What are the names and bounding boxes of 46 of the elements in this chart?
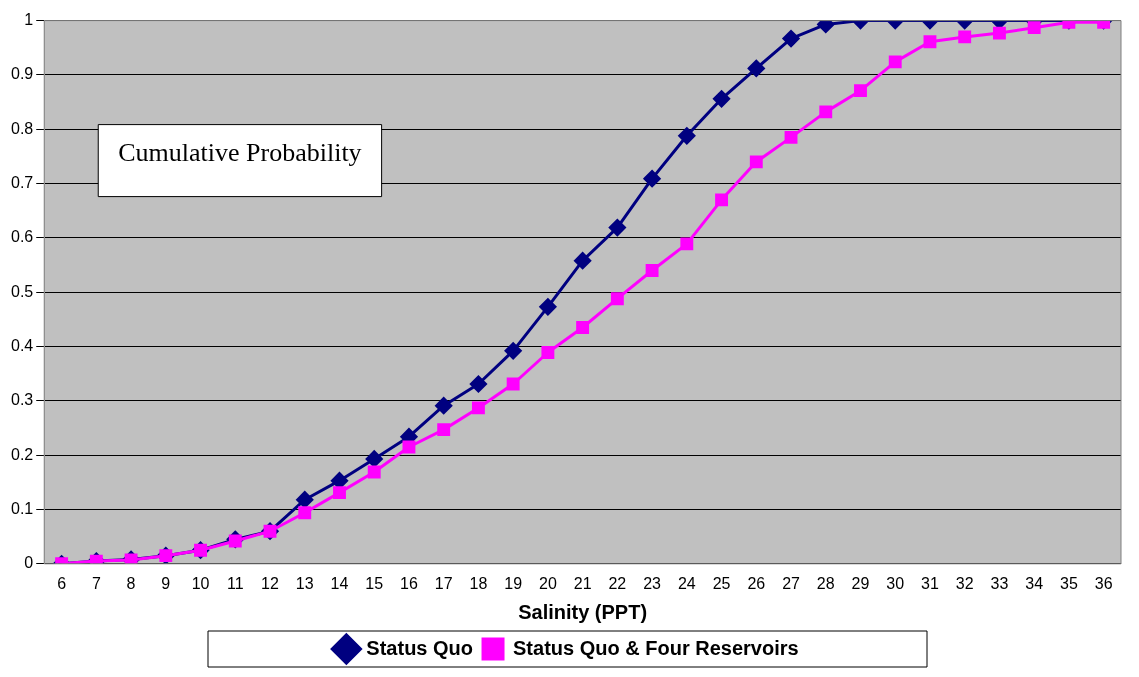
x-tick-label: 23 [643, 574, 662, 592]
x-tick-label: 16 [400, 574, 418, 592]
x-tick-label: 17 [434, 574, 453, 592]
x-tick-label: 15 [365, 574, 384, 592]
x-tick-label: 24 [677, 574, 696, 592]
y-tick-label: 0.8 [10, 119, 34, 137]
x-tick-label: 35 [1060, 574, 1078, 592]
y-tick-label: 0.5 [10, 282, 34, 300]
annotation: Cumulative Probability [118, 138, 362, 168]
y-tick-label: 0.4 [10, 336, 34, 354]
x-tick-label: 20 [538, 574, 557, 592]
x-tick-label: 33 [990, 574, 1009, 592]
x-axis-title: Salinity (PPT) [518, 600, 648, 623]
x-tick-label: 9 [161, 574, 171, 592]
x-tick-label: 30 [886, 574, 905, 592]
y-tick-label: 0.3 [10, 391, 34, 409]
x-tick-label: 27 [782, 574, 801, 592]
legend-label: Status Quo [366, 636, 474, 659]
x-tick-label: 14 [330, 574, 349, 592]
x-tick-label: 11 [226, 574, 244, 592]
x-tick-label: 18 [469, 574, 488, 592]
x-tick-label: 29 [851, 574, 870, 592]
x-tick-label: 12 [261, 574, 280, 592]
x-tick-label: 19 [504, 574, 523, 592]
x-tick-label: 8 [126, 574, 136, 592]
y-tick-label: 1 [24, 11, 34, 29]
x-tick-label: 7 [91, 574, 101, 592]
y-tick-label: 0 [24, 554, 34, 572]
y-tick-label: 0.9 [10, 65, 34, 83]
y-tick-label: 0.2 [10, 445, 34, 463]
y-tick-label: 0.6 [10, 228, 34, 246]
x-tick-label: 25 [712, 574, 731, 592]
y-tick-label: 0.1 [10, 499, 34, 517]
x-tick-label: 36 [1094, 574, 1113, 592]
x-tick-label: 6 [57, 574, 67, 592]
legend-label: Status Quo & Four Reservoirs [513, 636, 799, 659]
y-tick-label: 0.7 [10, 173, 34, 191]
x-tick-label: 13 [295, 574, 314, 592]
x-tick-label: 32 [955, 574, 974, 592]
x-tick-label: 26 [747, 574, 766, 592]
x-tick-label: 21 [573, 574, 592, 592]
x-tick-label: 28 [816, 574, 835, 592]
x-tick-label: 34 [1025, 574, 1044, 592]
x-tick-label: 22 [608, 574, 627, 592]
x-tick-label: 31 [921, 574, 939, 592]
x-tick-label: 10 [191, 574, 210, 592]
